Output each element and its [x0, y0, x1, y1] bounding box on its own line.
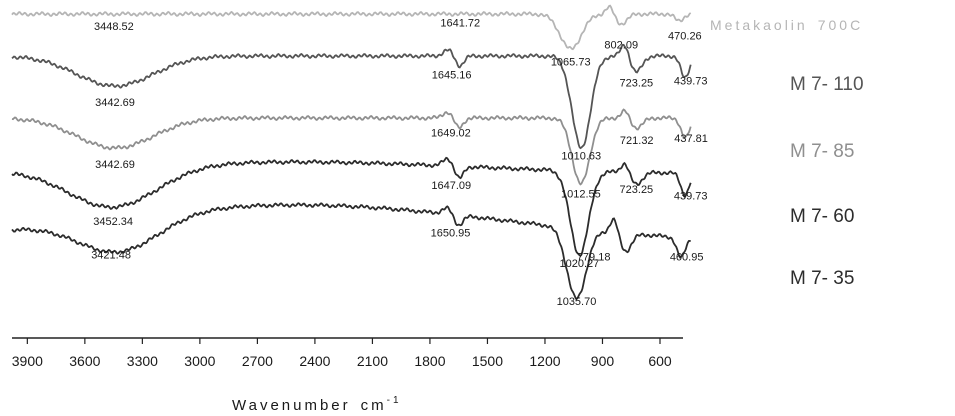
series-name: M 7- 85 [790, 141, 854, 162]
spectrum-curves [11, 4, 692, 301]
peak-label: 3421.48 [91, 250, 131, 262]
x-axis-title: Wavenumber cm-1 [232, 395, 402, 414]
x-tick-label: 2100 [357, 353, 388, 369]
x-tick-label: 3600 [69, 353, 100, 369]
peak-label: 1641.72 [440, 18, 480, 30]
peak-label: 439.73 [674, 75, 708, 87]
peak-label: 1065.73 [551, 56, 591, 68]
peak-label: 1649.02 [431, 128, 471, 140]
peak-label: 460.95 [670, 251, 704, 263]
peak-labels: 3448.52 1641.72 1065.73 802.09 470.26 3442.69… [91, 18, 708, 308]
x-tick-label: 600 [648, 353, 672, 369]
peak-label: 3448.52 [94, 21, 134, 33]
series-line [11, 43, 692, 150]
peak-label: 723.25 [620, 184, 654, 196]
x-tick-label: 1200 [529, 353, 560, 369]
x-tick-label: 900 [591, 353, 615, 369]
peak-label: 1012.55 [561, 188, 601, 200]
series-line [11, 108, 692, 186]
x-tick-label: 3900 [12, 353, 43, 369]
peak-label: 437.81 [674, 133, 708, 145]
x-axis-ticks: 3900 3600 3300 3000 2700 2400 2100 1800 1500 1200… [12, 338, 672, 369]
peak-label: 1650.95 [431, 228, 471, 240]
peak-label: 470.26 [668, 30, 702, 42]
peak-label: 802.09 [604, 40, 638, 52]
peak-label: 723.25 [620, 77, 654, 89]
peak-label: 1020.27 [560, 258, 600, 270]
peak-label: 1035.70 [557, 296, 597, 308]
peak-label: 439.73 [674, 191, 708, 203]
peak-label: 3442.69 [95, 97, 135, 109]
x-tick-label: 2400 [299, 353, 330, 369]
peak-label: 1645.16 [432, 69, 472, 81]
series-legend: Metakaolin 700C M 7- 110 M 7- 85 M 7- 60 M 7-… [710, 17, 864, 289]
series-line [11, 156, 692, 257]
peak-label: 1010.63 [561, 151, 601, 163]
x-tick-label: 3000 [184, 353, 215, 369]
peak-label: 3452.34 [93, 216, 133, 228]
series-name: M 7- 60 [790, 206, 854, 227]
x-tick-label: 1800 [414, 353, 445, 369]
series-name: M 7- 35 [790, 268, 854, 289]
series-name: M 7- 110 [790, 74, 864, 95]
peak-label: 779.18 [577, 252, 611, 264]
x-tick-label: 2700 [242, 353, 273, 369]
peak-label: 1647.09 [431, 180, 471, 192]
peak-label: 3442.69 [95, 159, 135, 171]
series-name: Metakaolin 700C [710, 17, 863, 33]
series-line [11, 4, 692, 51]
series-line [11, 202, 691, 301]
x-tick-label: 3300 [127, 353, 158, 369]
peak-label: 721.32 [620, 135, 654, 147]
x-tick-label: 1500 [472, 353, 503, 369]
